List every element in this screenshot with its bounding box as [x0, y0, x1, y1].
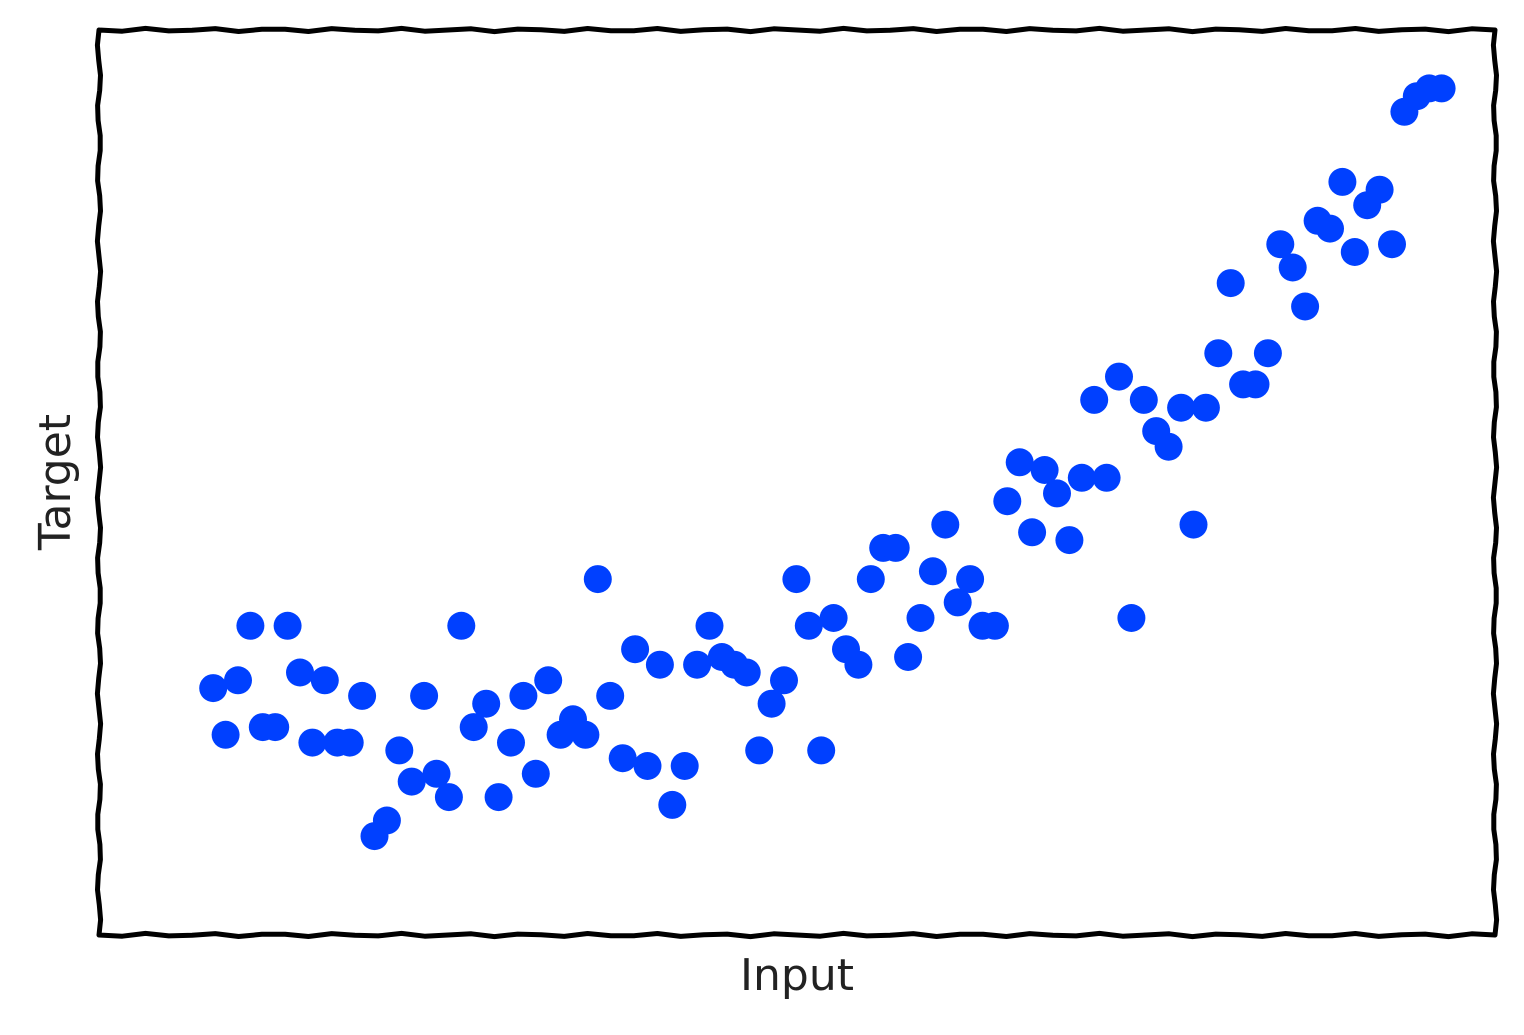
data-point [856, 565, 885, 594]
data-point [782, 565, 811, 594]
data-point [348, 681, 377, 710]
data-point [931, 510, 960, 539]
data-point [658, 790, 687, 819]
data-point [497, 728, 525, 757]
data-point [1179, 510, 1208, 539]
data-point [1204, 339, 1233, 368]
data-point [509, 681, 538, 710]
data-point [906, 604, 935, 632]
data-point [1216, 269, 1245, 298]
data-point [1129, 385, 1158, 414]
data-point [1278, 253, 1307, 282]
data-point [770, 666, 798, 695]
data-point [1253, 339, 1282, 368]
data-point [1117, 604, 1146, 632]
data-point [621, 635, 650, 664]
data-point [1340, 238, 1369, 266]
data-point [583, 565, 612, 594]
data-point [286, 658, 314, 687]
data-point [819, 604, 848, 632]
data-point [1030, 456, 1059, 484]
data-point [980, 611, 1009, 640]
data-point [1328, 167, 1357, 196]
data-point [1018, 518, 1047, 547]
data-point [310, 666, 339, 695]
data-point [571, 720, 600, 749]
data-point [385, 736, 414, 765]
data-point [1365, 175, 1394, 204]
data-point [794, 611, 823, 640]
data-point [236, 611, 265, 640]
data-point [881, 533, 910, 562]
data-point [596, 681, 625, 710]
data-point [434, 783, 463, 812]
data-point [422, 759, 451, 788]
data-point [745, 736, 774, 765]
data-point [298, 728, 327, 757]
data-point [807, 736, 836, 765]
data-point [534, 666, 563, 695]
data-point [521, 759, 550, 788]
data-point [1241, 370, 1270, 399]
data-point [633, 752, 662, 780]
data-point [1005, 448, 1034, 477]
data-point [1105, 362, 1133, 391]
data-point [459, 713, 488, 742]
scatter-points [199, 74, 1456, 851]
data-point [410, 681, 439, 710]
data-point [993, 487, 1022, 516]
data-point [943, 588, 972, 617]
data-point [261, 713, 290, 742]
data-point [1378, 230, 1406, 259]
data-point [484, 783, 513, 812]
plot-frame [94, 25, 1500, 940]
y-axis-label: Target [30, 414, 81, 551]
data-point [670, 752, 699, 780]
data-point [844, 650, 873, 679]
data-point [1291, 292, 1320, 321]
data-point [894, 643, 923, 671]
data-point [211, 720, 240, 749]
data-point [447, 611, 476, 640]
data-point [335, 728, 364, 757]
data-point [695, 611, 724, 640]
x-axis-label: Input [740, 950, 854, 1001]
data-point [1055, 526, 1084, 555]
data-point [1427, 74, 1456, 103]
data-point [199, 674, 228, 703]
data-point [956, 565, 985, 594]
data-point [732, 658, 761, 687]
data-point [1092, 463, 1121, 492]
data-point [1080, 385, 1109, 414]
data-point [1266, 230, 1295, 259]
data-point [1154, 432, 1183, 461]
data-point [1167, 393, 1196, 422]
data-point [608, 744, 637, 773]
data-point [1043, 479, 1071, 508]
data-point [683, 650, 712, 679]
data-point [273, 611, 302, 640]
data-point [397, 767, 426, 796]
data-point [918, 557, 947, 586]
data-point [1067, 463, 1096, 492]
data-point [372, 806, 401, 835]
data-point [224, 666, 252, 695]
data-point [1316, 214, 1344, 243]
data-point [757, 689, 786, 718]
data-point [1191, 393, 1220, 422]
data-point [645, 650, 674, 679]
data-point [472, 689, 501, 718]
